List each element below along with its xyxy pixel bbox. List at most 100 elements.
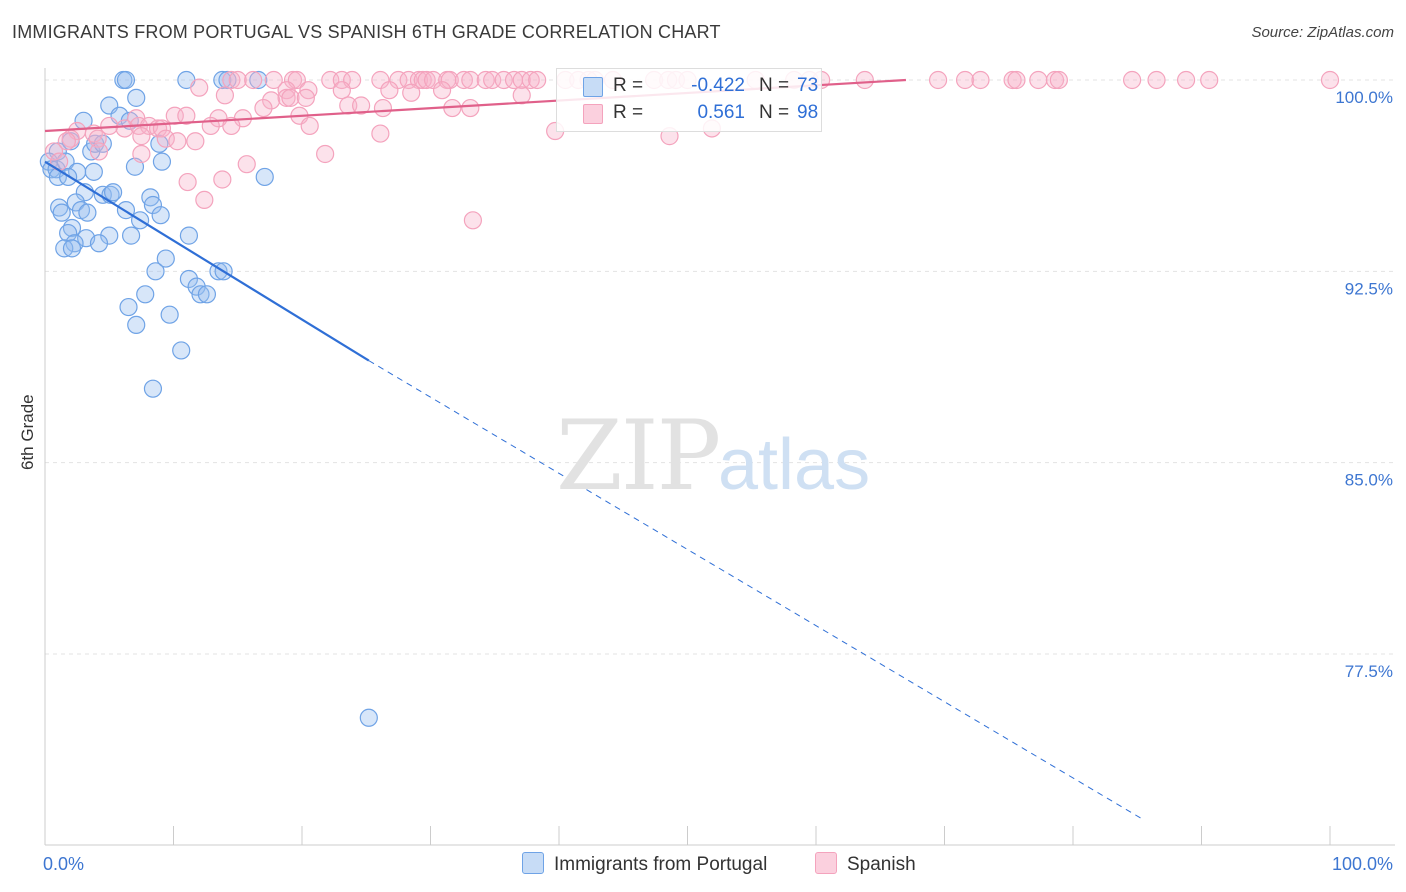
data-point-spanish [332, 70, 351, 90]
data-point-portugal [146, 262, 165, 281]
data-point-portugal [156, 249, 175, 268]
data-point-portugal [119, 297, 138, 317]
data-point-spanish [222, 116, 241, 136]
trend-line-portugal [44, 160, 370, 362]
data-point-portugal [100, 226, 119, 245]
data-point-portugal [136, 285, 155, 304]
data-point-spanish [213, 170, 232, 189]
data-point-portugal [359, 708, 378, 727]
data-point-spanish [432, 81, 452, 100]
legend-r-label: R = [613, 75, 644, 96]
bottom-legend-label-portugal: Immigrants from Portugal [554, 854, 768, 875]
data-point-spanish [528, 70, 547, 90]
data-point-portugal [218, 70, 237, 90]
data-point-spanish [89, 142, 109, 161]
data-point-portugal [127, 315, 146, 335]
data-point-spanish [244, 70, 263, 90]
legend-r-label: R = [613, 102, 644, 123]
data-point-spanish [928, 70, 948, 90]
data-point-spanish [254, 98, 273, 118]
data-point-portugal [179, 269, 199, 289]
data-point-portugal [59, 223, 78, 243]
y-tick-label: 100.0% [1335, 88, 1393, 107]
legend-swatch-portugal [583, 77, 603, 97]
legend-n-value-portugal: 73 [797, 75, 819, 96]
trend-line-portugal-extrapolated [368, 360, 1144, 821]
data-point-spanish [380, 81, 399, 100]
data-point-spanish [115, 119, 134, 138]
data-point-spanish [1049, 70, 1068, 90]
bottom-legend-label-spanish: Spanish [847, 854, 916, 875]
data-point-portugal [89, 234, 109, 253]
data-point-spanish [512, 86, 531, 105]
data-point-spanish [1003, 70, 1022, 90]
data-point-spanish [277, 88, 296, 107]
data-point-portugal [104, 183, 123, 202]
data-point-spanish [461, 70, 480, 90]
legend-n-label: N = [759, 102, 790, 123]
data-point-portugal [152, 152, 172, 171]
legend-r-value-portugal: -0.422 [691, 75, 745, 96]
data-point-portugal [160, 305, 179, 324]
data-point-spanish [190, 78, 209, 97]
legend-r-value-spanish: 0.561 [697, 102, 745, 123]
bottom-legend-portugal[interactable]: Immigrants from Portugal [522, 852, 767, 876]
data-point-spanish [186, 132, 205, 151]
data-point-spanish [371, 70, 390, 90]
bottom-legend-swatch-spanish [815, 852, 837, 874]
x-tick-label: 0.0% [43, 854, 84, 874]
data-point-spanish [264, 70, 283, 90]
data-point-spanish [1029, 70, 1048, 90]
data-point-spanish [178, 172, 197, 192]
data-point-portugal [143, 195, 163, 215]
data-point-spanish [237, 155, 256, 174]
data-point-spanish [283, 70, 303, 90]
data-point-spanish [1045, 70, 1065, 90]
data-point-spanish [296, 88, 315, 107]
data-point-portugal [197, 285, 217, 304]
data-point-spanish [461, 98, 480, 118]
data-point-portugal [143, 379, 163, 398]
data-point-portugal [255, 167, 274, 187]
data-point-spanish [1007, 70, 1026, 90]
data-point-portugal [209, 262, 228, 281]
data-point-portugal [62, 239, 82, 258]
data-point-spanish [57, 132, 76, 151]
legend-n-value-spanish: 98 [797, 102, 819, 123]
data-point-portugal [191, 285, 210, 304]
y-tick-label: 92.5% [1345, 279, 1393, 298]
data-point-portugal [84, 162, 103, 181]
data-point-portugal [151, 206, 170, 225]
data-point-spanish [262, 91, 281, 110]
data-point-spanish [352, 96, 371, 115]
data-point-spanish [44, 142, 64, 161]
y-tick-label: 77.5% [1345, 662, 1393, 681]
data-point-spanish [195, 190, 214, 210]
watermark-atlas: atlas [718, 425, 871, 505]
data-point-portugal [56, 152, 75, 171]
data-point-portugal [172, 341, 191, 360]
data-point-spanish [1176, 70, 1196, 90]
data-point-spanish [454, 70, 474, 90]
data-point-spanish [228, 70, 247, 90]
data-point-spanish [476, 70, 495, 90]
data-point-spanish [463, 211, 483, 230]
data-point-spanish [1200, 70, 1219, 90]
data-point-portugal [65, 234, 84, 253]
data-point-spanish [156, 129, 175, 148]
bottom-legend-spanish[interactable]: Spanish [815, 852, 916, 876]
data-point-portugal [249, 70, 268, 90]
data-point-spanish [1320, 70, 1340, 90]
x-tick-label: 100.0% [1332, 854, 1393, 874]
data-point-spanish [132, 144, 151, 164]
data-point-spanish [1147, 70, 1166, 90]
data-point-portugal [52, 203, 71, 222]
data-point-portugal [55, 239, 74, 258]
data-point-portugal [78, 203, 97, 222]
data-point-spanish [494, 70, 513, 90]
data-point-spanish [402, 83, 421, 102]
data-point-spanish [371, 124, 390, 143]
data-point-spanish [955, 70, 975, 90]
data-point-spanish [855, 70, 874, 90]
correlation-legend: R = -0.422 N = 73 R = 0.561 N = 98 [556, 68, 822, 132]
